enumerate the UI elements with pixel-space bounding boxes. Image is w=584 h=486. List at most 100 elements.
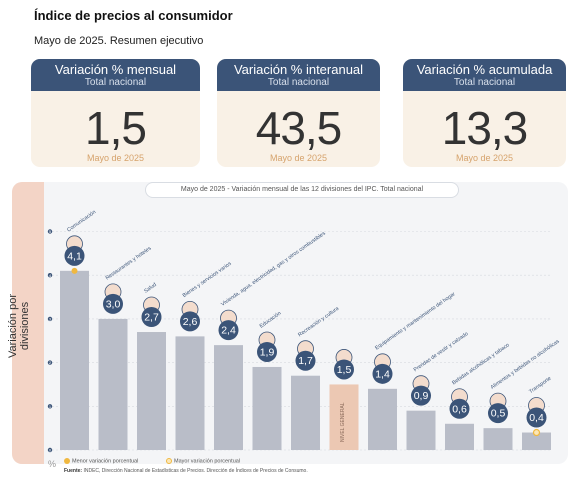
value-circle-11 xyxy=(488,403,508,424)
card-monthly-header: Variación % mensual Total nacional xyxy=(31,59,200,91)
bar-9 xyxy=(406,410,436,450)
card-yoy-header: Variación % interanual Total nacional xyxy=(217,59,380,91)
chart-title-text: Variación mensual de las 12 divisiones d… xyxy=(231,186,424,193)
bar-6 xyxy=(291,375,320,450)
legend-min: Menor variación porcentual xyxy=(64,458,138,464)
value-label-9: 0,9 xyxy=(414,390,429,402)
page-subtitle: Mayo de 2025. Resumen ejecutivo xyxy=(34,35,204,47)
source-text: INDEC, Dirección Nacional de Estadística… xyxy=(83,468,308,474)
y-tick-dot-5 xyxy=(47,229,53,234)
page-title: Índice de precios al consumidor xyxy=(34,8,233,23)
chart-title-date: Mayo de 2025 xyxy=(180,186,226,193)
bar-11 xyxy=(483,428,513,450)
card-yoy: Variación % interanual Total nacional 43… xyxy=(217,59,380,167)
value-circle-5 xyxy=(257,341,277,362)
bar-12 xyxy=(522,432,551,450)
value-label-0: 4,1 xyxy=(67,250,82,262)
value-circle-4 xyxy=(218,320,239,341)
value-label-7: 1,5 xyxy=(337,364,352,376)
card-accumulated-value: 13,3 xyxy=(441,102,529,154)
value-label-4: 2,4 xyxy=(221,325,236,337)
bar-1 xyxy=(98,318,128,450)
value-label-10: 0,6 xyxy=(452,403,467,415)
bar-category-label-12: Transporte xyxy=(528,376,552,396)
card-accumulated-title: Variación % acumulada xyxy=(416,62,553,77)
y-tick-dot-0 xyxy=(47,447,53,453)
card-monthly-title: Variación % mensual xyxy=(54,62,177,77)
min-marker xyxy=(532,428,541,437)
card-monthly-value: 1,5 xyxy=(85,102,147,154)
source-note: Fuente: INDEC, Dirección Nacional de Est… xyxy=(64,468,308,474)
legend-min-label: Menor variación porcentual xyxy=(72,458,139,465)
bar-8 xyxy=(368,388,397,450)
y-tick-dot-2 xyxy=(47,360,53,365)
bar-7 xyxy=(329,384,359,450)
value-circle-1 xyxy=(103,293,123,314)
value-label-8: 1,4 xyxy=(375,368,390,380)
value-circle-7 xyxy=(334,359,354,380)
max-marker xyxy=(71,267,78,274)
value-label-3: 2,6 xyxy=(183,316,198,328)
card-yoy-subtitle: Total nacional xyxy=(267,77,330,88)
bar-category-label-4: Vivienda, agua, electricidad, gas y otro… xyxy=(220,230,327,307)
source-label: Fuente: xyxy=(64,468,83,474)
bar-5 xyxy=(252,366,282,450)
bar-category-label-9: Prendas de vestir y calzado xyxy=(413,331,470,373)
legend-max-marker xyxy=(166,458,172,464)
value-circle-0 xyxy=(64,245,85,266)
y-tick-dot-4 xyxy=(47,273,53,278)
bar-10 xyxy=(445,423,474,450)
card-accumulated-subtitle: Total nacional xyxy=(453,77,516,88)
bar-category-label-7: NIVEL GENERAL xyxy=(340,402,346,442)
card-accumulated: Variación % acumulada Total nacional 13,… xyxy=(403,59,566,167)
value-circle-8 xyxy=(372,363,393,384)
y-tick-dot-1 xyxy=(47,404,53,409)
value-circle-2 xyxy=(141,307,162,328)
y-tick-label-1: 1 xyxy=(49,404,52,409)
card-accumulated-date: Mayo de 2025 xyxy=(455,153,514,163)
bar-category-label-3: Bienes y servicios varios xyxy=(182,261,233,299)
value-circle-10 xyxy=(449,398,470,419)
y-tick-label-0: 0 xyxy=(49,448,52,453)
legend-max: Mayor variación porcentual xyxy=(166,458,240,464)
y-tick-label-5: 5 xyxy=(49,229,52,234)
legend-min-marker xyxy=(64,458,70,464)
bar-4 xyxy=(214,345,243,450)
y-tick-label-4: 4 xyxy=(49,273,52,278)
bar-category-label-6: Recreación y cultura xyxy=(297,306,340,339)
card-yoy-date: Mayo de 2025 xyxy=(269,153,328,163)
y-axis-panel xyxy=(12,182,44,464)
value-label-1: 3,0 xyxy=(106,298,121,310)
bar-2 xyxy=(137,332,166,450)
bar-category-label-8: Equipamiento y mantenimiento del hogar xyxy=(374,291,457,351)
y-tick-label-2: 2 xyxy=(49,360,52,365)
card-yoy-title: Variación % interanual xyxy=(233,62,364,77)
value-circle-9 xyxy=(411,385,431,406)
card-monthly-subtitle: Total nacional xyxy=(84,77,147,88)
legend-max-label: Mayor variación porcentual xyxy=(174,458,241,465)
value-label-12: 0,4 xyxy=(529,412,544,424)
bar-category-label-2: Salud xyxy=(143,282,158,295)
card-monthly-date: Mayo de 2025 xyxy=(86,153,145,163)
bar-category-label-0: Comunicación xyxy=(66,209,97,233)
value-circle-6 xyxy=(295,350,316,371)
bar-category-label-1: Restaurantes y hoteles xyxy=(105,245,153,281)
value-label-2: 2,7 xyxy=(144,312,159,324)
bar-category-label-5: Educación xyxy=(259,310,283,329)
chart-title: Mayo de 2025 - Variación mensual de las … xyxy=(145,182,459,198)
unit-label: % xyxy=(48,459,57,469)
value-label-6: 1,7 xyxy=(298,355,313,367)
value-label-11: 0,5 xyxy=(491,408,506,420)
card-yoy-value: 43,5 xyxy=(255,102,343,154)
value-circle-12 xyxy=(526,407,547,428)
value-label-5: 1,9 xyxy=(260,346,275,358)
card-monthly: Variación % mensual Total nacional 1,5 M… xyxy=(31,59,200,167)
bar-0 xyxy=(60,270,89,450)
y-tick-dot-3 xyxy=(47,316,53,322)
chart-title-separator: - xyxy=(227,186,230,193)
card-accumulated-header: Variación % acumulada Total nacional xyxy=(403,59,566,91)
bar-3 xyxy=(175,336,205,450)
y-tick-label-3: 3 xyxy=(49,317,52,322)
value-circle-3 xyxy=(180,311,200,332)
